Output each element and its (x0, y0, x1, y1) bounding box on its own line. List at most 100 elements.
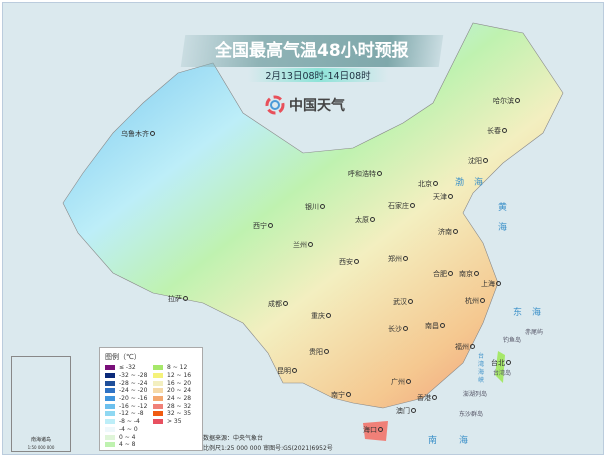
city-label: 台北 (491, 359, 511, 367)
legend-label: 4 ~ 8 (119, 441, 136, 449)
legend-item: -8 ~ -4 (105, 418, 149, 426)
data-source: 数据来源：中央气象台 (203, 435, 264, 442)
city-label: 西宁 (253, 222, 273, 230)
legend-label: -32 ~ -28 (119, 372, 148, 380)
scale-line: 比例尺1:25 000 000 审图号:GS(2021)6952号 (203, 445, 333, 452)
legend-item: -20 ~ -16 (105, 395, 149, 403)
city-label: 西安 (339, 258, 359, 266)
map-subtitle: 2月13日08时-14日08时 (248, 68, 388, 82)
city-label: 太原 (355, 216, 375, 224)
legend-swatch (153, 373, 163, 379)
legend-item: ≤ -32 (105, 364, 149, 372)
city-label: 天津 (433, 193, 453, 201)
legend-label: 8 ~ 12 (167, 364, 188, 372)
island-label: 澎湖列岛 (463, 391, 488, 398)
city-label: 长沙 (388, 325, 408, 333)
city-label: 杭州 (465, 297, 485, 305)
city-label: 昆明 (277, 367, 297, 375)
legend: 图例（℃） ≤ -32 -32 ~ -28 -28 ~ -24 -24 ~ -20 -2… (99, 347, 203, 451)
city-label: 拉萨 (168, 295, 188, 303)
legend-item: 28 ~ 32 (153, 402, 197, 410)
source-note: 数据来源：中央气象台 比例尺1:25 000 000 审图号:GS(2021)6… (203, 434, 333, 454)
legend-item: 16 ~ 20 (153, 379, 197, 387)
taiwan-shape (495, 351, 505, 383)
city-label: 贵阳 (309, 348, 329, 356)
legend-label: 20 ~ 24 (167, 387, 192, 395)
city-label: 济南 (438, 228, 458, 236)
legend-label: 16 ~ 20 (167, 379, 192, 387)
legend-item: 4 ~ 8 (105, 441, 149, 449)
legend-item: 8 ~ 12 (153, 364, 197, 372)
legend-item: -16 ~ -12 (105, 402, 149, 410)
legend-swatch (105, 396, 115, 402)
legend-item: 0 ~ 4 (105, 433, 149, 441)
legend-label: 24 ~ 28 (167, 395, 192, 403)
legend-label: -24 ~ -20 (119, 387, 148, 395)
inset-title: 南海诸岛 (30, 437, 51, 443)
legend-item: 32 ~ 35 (153, 410, 197, 418)
legend-swatch (105, 411, 115, 417)
city-label: 南昌 (425, 322, 445, 330)
legend-swatch (153, 403, 163, 409)
sea-label: 黄海 (498, 203, 518, 233)
map-title: 全国最高气温48小时预报 (180, 35, 444, 67)
legend-swatch (153, 396, 163, 402)
city-label: 银川 (305, 203, 325, 211)
city-label: 重庆 (311, 312, 331, 320)
logo-text: 中国天气 (289, 98, 345, 114)
legend-swatch (105, 373, 115, 379)
inset-scale: 1:50 000 000 (27, 445, 55, 450)
city-label: 广州 (391, 378, 411, 386)
legend-label: 0 ~ 4 (119, 433, 136, 441)
city-label: 乌鲁木齐 (121, 130, 155, 138)
logo: 中国天气 (265, 95, 345, 115)
legend-swatch (105, 380, 115, 386)
city-label: 北京 (418, 180, 438, 188)
legend-item: -32 ~ -28 (105, 372, 149, 380)
legend-swatch (153, 380, 163, 386)
legend-item: 24 ~ 28 (153, 395, 197, 403)
city-label: 兰州 (293, 241, 313, 249)
legend-swatch (153, 419, 163, 425)
city-label: 海口 (363, 426, 383, 434)
legend-label: -20 ~ -16 (119, 395, 148, 403)
city-label: 香港 (417, 394, 437, 402)
city-label: 石家庄 (388, 202, 415, 210)
south-china-sea-inset: 南海诸岛 1:50 000 000 (11, 356, 71, 452)
legend-swatch (105, 365, 115, 371)
sea-label: 台湾海峡 (478, 353, 485, 384)
sea-label: 东海 (513, 308, 552, 318)
legend-label: -16 ~ -12 (119, 402, 148, 410)
island-label: 赤尾屿 (525, 329, 544, 336)
city-label: 呼和浩特 (348, 170, 382, 178)
city-label: 长春 (487, 127, 507, 135)
legend-swatch (153, 411, 163, 417)
legend-label: 28 ~ 32 (167, 402, 192, 410)
sea-label: 南海 (428, 436, 491, 446)
legend-label: -4 ~ 0 (119, 425, 138, 433)
legend-label: > 35 (167, 418, 182, 426)
legend-swatch (105, 442, 115, 448)
legend-label: ≤ -32 (119, 364, 136, 372)
city-label: 南宁 (331, 391, 351, 399)
legend-swatch (105, 419, 115, 425)
city-label: 武汉 (393, 298, 413, 306)
legend-swatch (105, 434, 115, 440)
legend-label: -8 ~ -4 (119, 418, 140, 426)
city-label: 澳门 (396, 407, 416, 415)
legend-label: 12 ~ 16 (167, 372, 192, 380)
legend-label: -28 ~ -24 (119, 379, 148, 387)
legend-item: 20 ~ 24 (153, 387, 197, 395)
legend-item: -24 ~ -20 (105, 387, 149, 395)
legend-item: -4 ~ 0 (105, 426, 149, 434)
logo-icon (265, 95, 285, 115)
legend-swatch (105, 388, 115, 394)
sea-label: 渤海 (455, 178, 494, 188)
legend-swatch (153, 365, 163, 371)
city-label: 哈尔滨 (493, 97, 520, 105)
legend-item: -12 ~ -8 (105, 410, 149, 418)
city-label: 成都 (268, 300, 288, 308)
legend-label: 32 ~ 35 (167, 410, 192, 418)
city-label: 郑州 (388, 255, 408, 263)
